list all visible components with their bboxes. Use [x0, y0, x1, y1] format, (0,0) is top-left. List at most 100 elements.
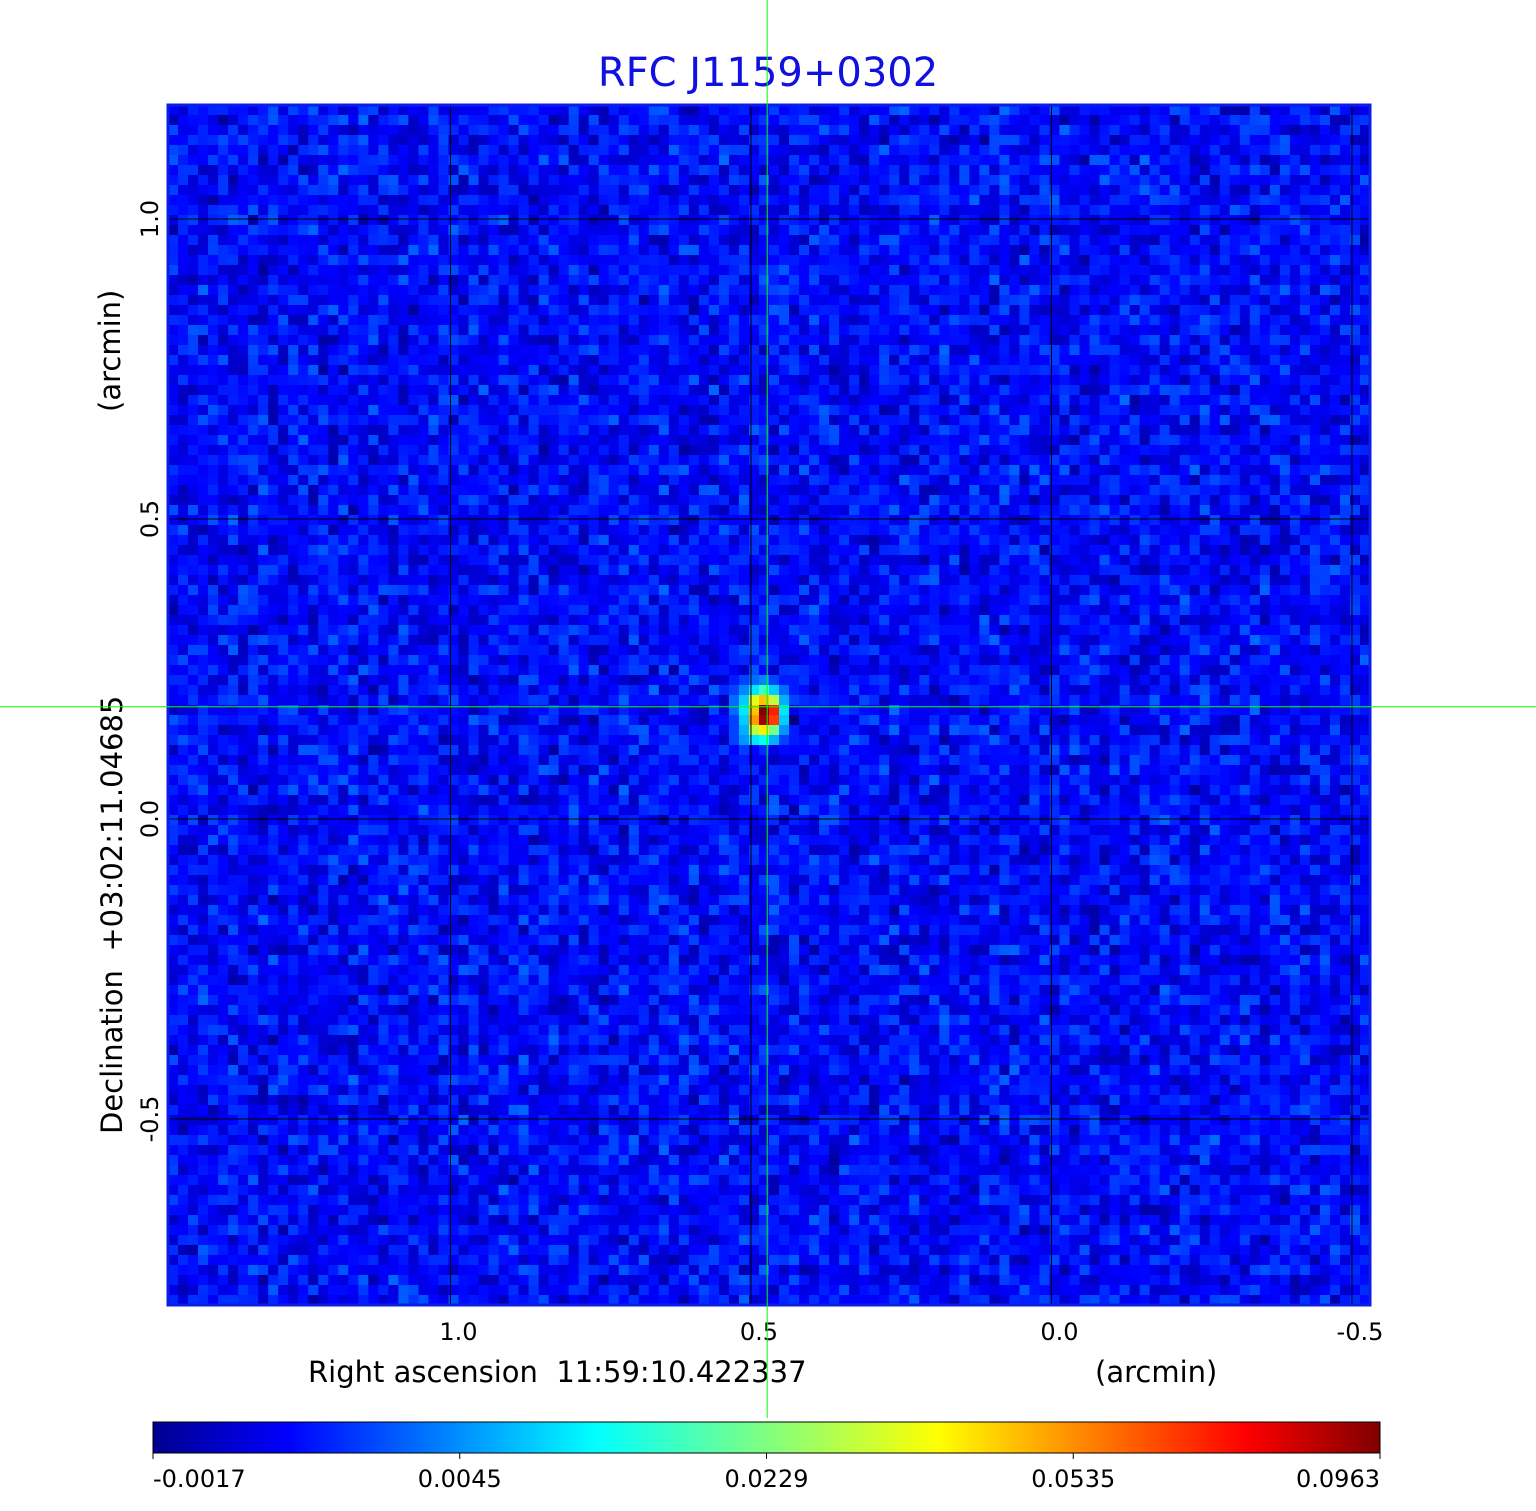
heatmap-cell — [168, 105, 179, 116]
heatmap-cell — [1049, 165, 1060, 176]
heatmap-cell — [378, 155, 389, 166]
heatmap-cell — [348, 325, 359, 336]
heatmap-cell — [939, 475, 950, 486]
heatmap-cell — [688, 135, 700, 146]
heatmap-cell — [1289, 485, 1301, 496]
heatmap-cell — [1229, 395, 1241, 406]
heatmap-cell — [508, 195, 519, 206]
heatmap-cell — [999, 345, 1010, 356]
heatmap-cell — [178, 195, 189, 206]
heatmap-cell — [1079, 295, 1090, 306]
heatmap-cell — [1189, 425, 1201, 436]
heatmap-cell — [398, 135, 409, 146]
heatmap-cell — [1189, 225, 1201, 236]
heatmap-cell — [1279, 145, 1291, 156]
heatmap-cell — [1079, 285, 1090, 296]
heatmap-cell — [1039, 205, 1050, 216]
heatmap-cell — [1289, 245, 1301, 256]
heatmap-cell — [458, 395, 469, 406]
heatmap-cell — [1359, 265, 1371, 276]
heatmap-cell — [849, 435, 860, 446]
heatmap-cell — [829, 505, 840, 516]
heatmap-cell — [1259, 185, 1271, 196]
heatmap-cell — [308, 105, 319, 116]
heatmap-cell — [238, 515, 249, 526]
heatmap-cell — [728, 475, 740, 486]
heatmap-cell — [849, 325, 860, 336]
heatmap-cell — [548, 335, 560, 346]
heatmap-cell — [839, 465, 850, 476]
heatmap-cell — [1329, 465, 1341, 476]
heatmap-cell — [1339, 165, 1351, 176]
heatmap-cell — [258, 495, 269, 506]
heatmap-cell — [1009, 505, 1020, 516]
heatmap-cell — [288, 175, 299, 186]
heatmap-cell — [378, 305, 389, 316]
heatmap-cell — [498, 305, 509, 316]
heatmap-cell — [708, 195, 720, 206]
heatmap-cell — [789, 165, 800, 176]
heatmap-cell — [198, 245, 209, 256]
heatmap-cell — [388, 475, 399, 486]
heatmap-cell — [638, 285, 650, 296]
heatmap-cell — [248, 495, 259, 506]
heatmap-cell — [1189, 255, 1201, 266]
heatmap-cell — [628, 315, 640, 326]
heatmap-cell — [1179, 225, 1191, 236]
heatmap-cell — [368, 365, 379, 376]
heatmap-cell — [658, 425, 670, 436]
heatmap-cell — [1279, 225, 1291, 236]
heatmap-cell — [648, 505, 660, 516]
heatmap-cell — [919, 515, 930, 526]
heatmap-cell — [1139, 465, 1151, 476]
heatmap-cell — [258, 425, 269, 436]
heatmap-cell — [1269, 365, 1281, 376]
heatmap-cell — [1189, 315, 1201, 326]
heatmap-cell — [178, 345, 189, 356]
heatmap-cell — [238, 345, 249, 356]
heatmap-cell — [969, 395, 980, 406]
heatmap-cell — [1219, 405, 1231, 416]
heatmap-cell — [1049, 385, 1060, 396]
heatmap-cell — [1319, 195, 1331, 206]
heatmap-cell — [919, 385, 930, 396]
heatmap-cell — [738, 185, 750, 196]
heatmap-cell — [1229, 285, 1241, 296]
heatmap-cell — [869, 315, 880, 326]
heatmap-cell — [1209, 105, 1221, 116]
heatmap-cell — [708, 345, 720, 356]
heatmap-cell — [969, 135, 980, 146]
heatmap-cell — [889, 365, 900, 376]
heatmap-cell — [248, 125, 259, 136]
heatmap-cell — [308, 495, 319, 506]
heatmap-cell — [328, 165, 339, 176]
heatmap-cell — [1299, 435, 1311, 446]
heatmap-cell — [338, 245, 349, 256]
heatmap-cell — [408, 465, 419, 476]
heatmap-cell — [598, 255, 610, 266]
heatmap-cell — [1149, 125, 1161, 136]
heatmap-cell — [168, 445, 179, 456]
heatmap-cell — [678, 405, 690, 416]
heatmap-cell — [1009, 205, 1020, 216]
heatmap-cell — [1349, 225, 1361, 236]
heatmap-cell — [198, 225, 209, 236]
heatmap-cell — [1099, 355, 1110, 366]
heatmap-cell — [859, 485, 870, 496]
heatmap-cell — [1249, 475, 1261, 486]
heatmap-cell — [889, 415, 900, 426]
heatmap-cell — [188, 265, 199, 276]
heatmap-cell — [859, 385, 870, 396]
heatmap-cell — [508, 105, 519, 116]
heatmap-cell — [1039, 305, 1050, 316]
heatmap-cell — [458, 205, 469, 216]
heatmap-cell — [728, 235, 740, 246]
heatmap-cell — [358, 305, 369, 316]
heatmap-cell — [1159, 395, 1171, 406]
heatmap-cell — [528, 185, 540, 196]
heatmap-cell — [859, 305, 870, 316]
heatmap-cell — [1359, 105, 1371, 116]
heatmap-cell — [728, 295, 740, 306]
heatmap-cell — [819, 245, 830, 256]
heatmap-cell — [268, 325, 279, 336]
